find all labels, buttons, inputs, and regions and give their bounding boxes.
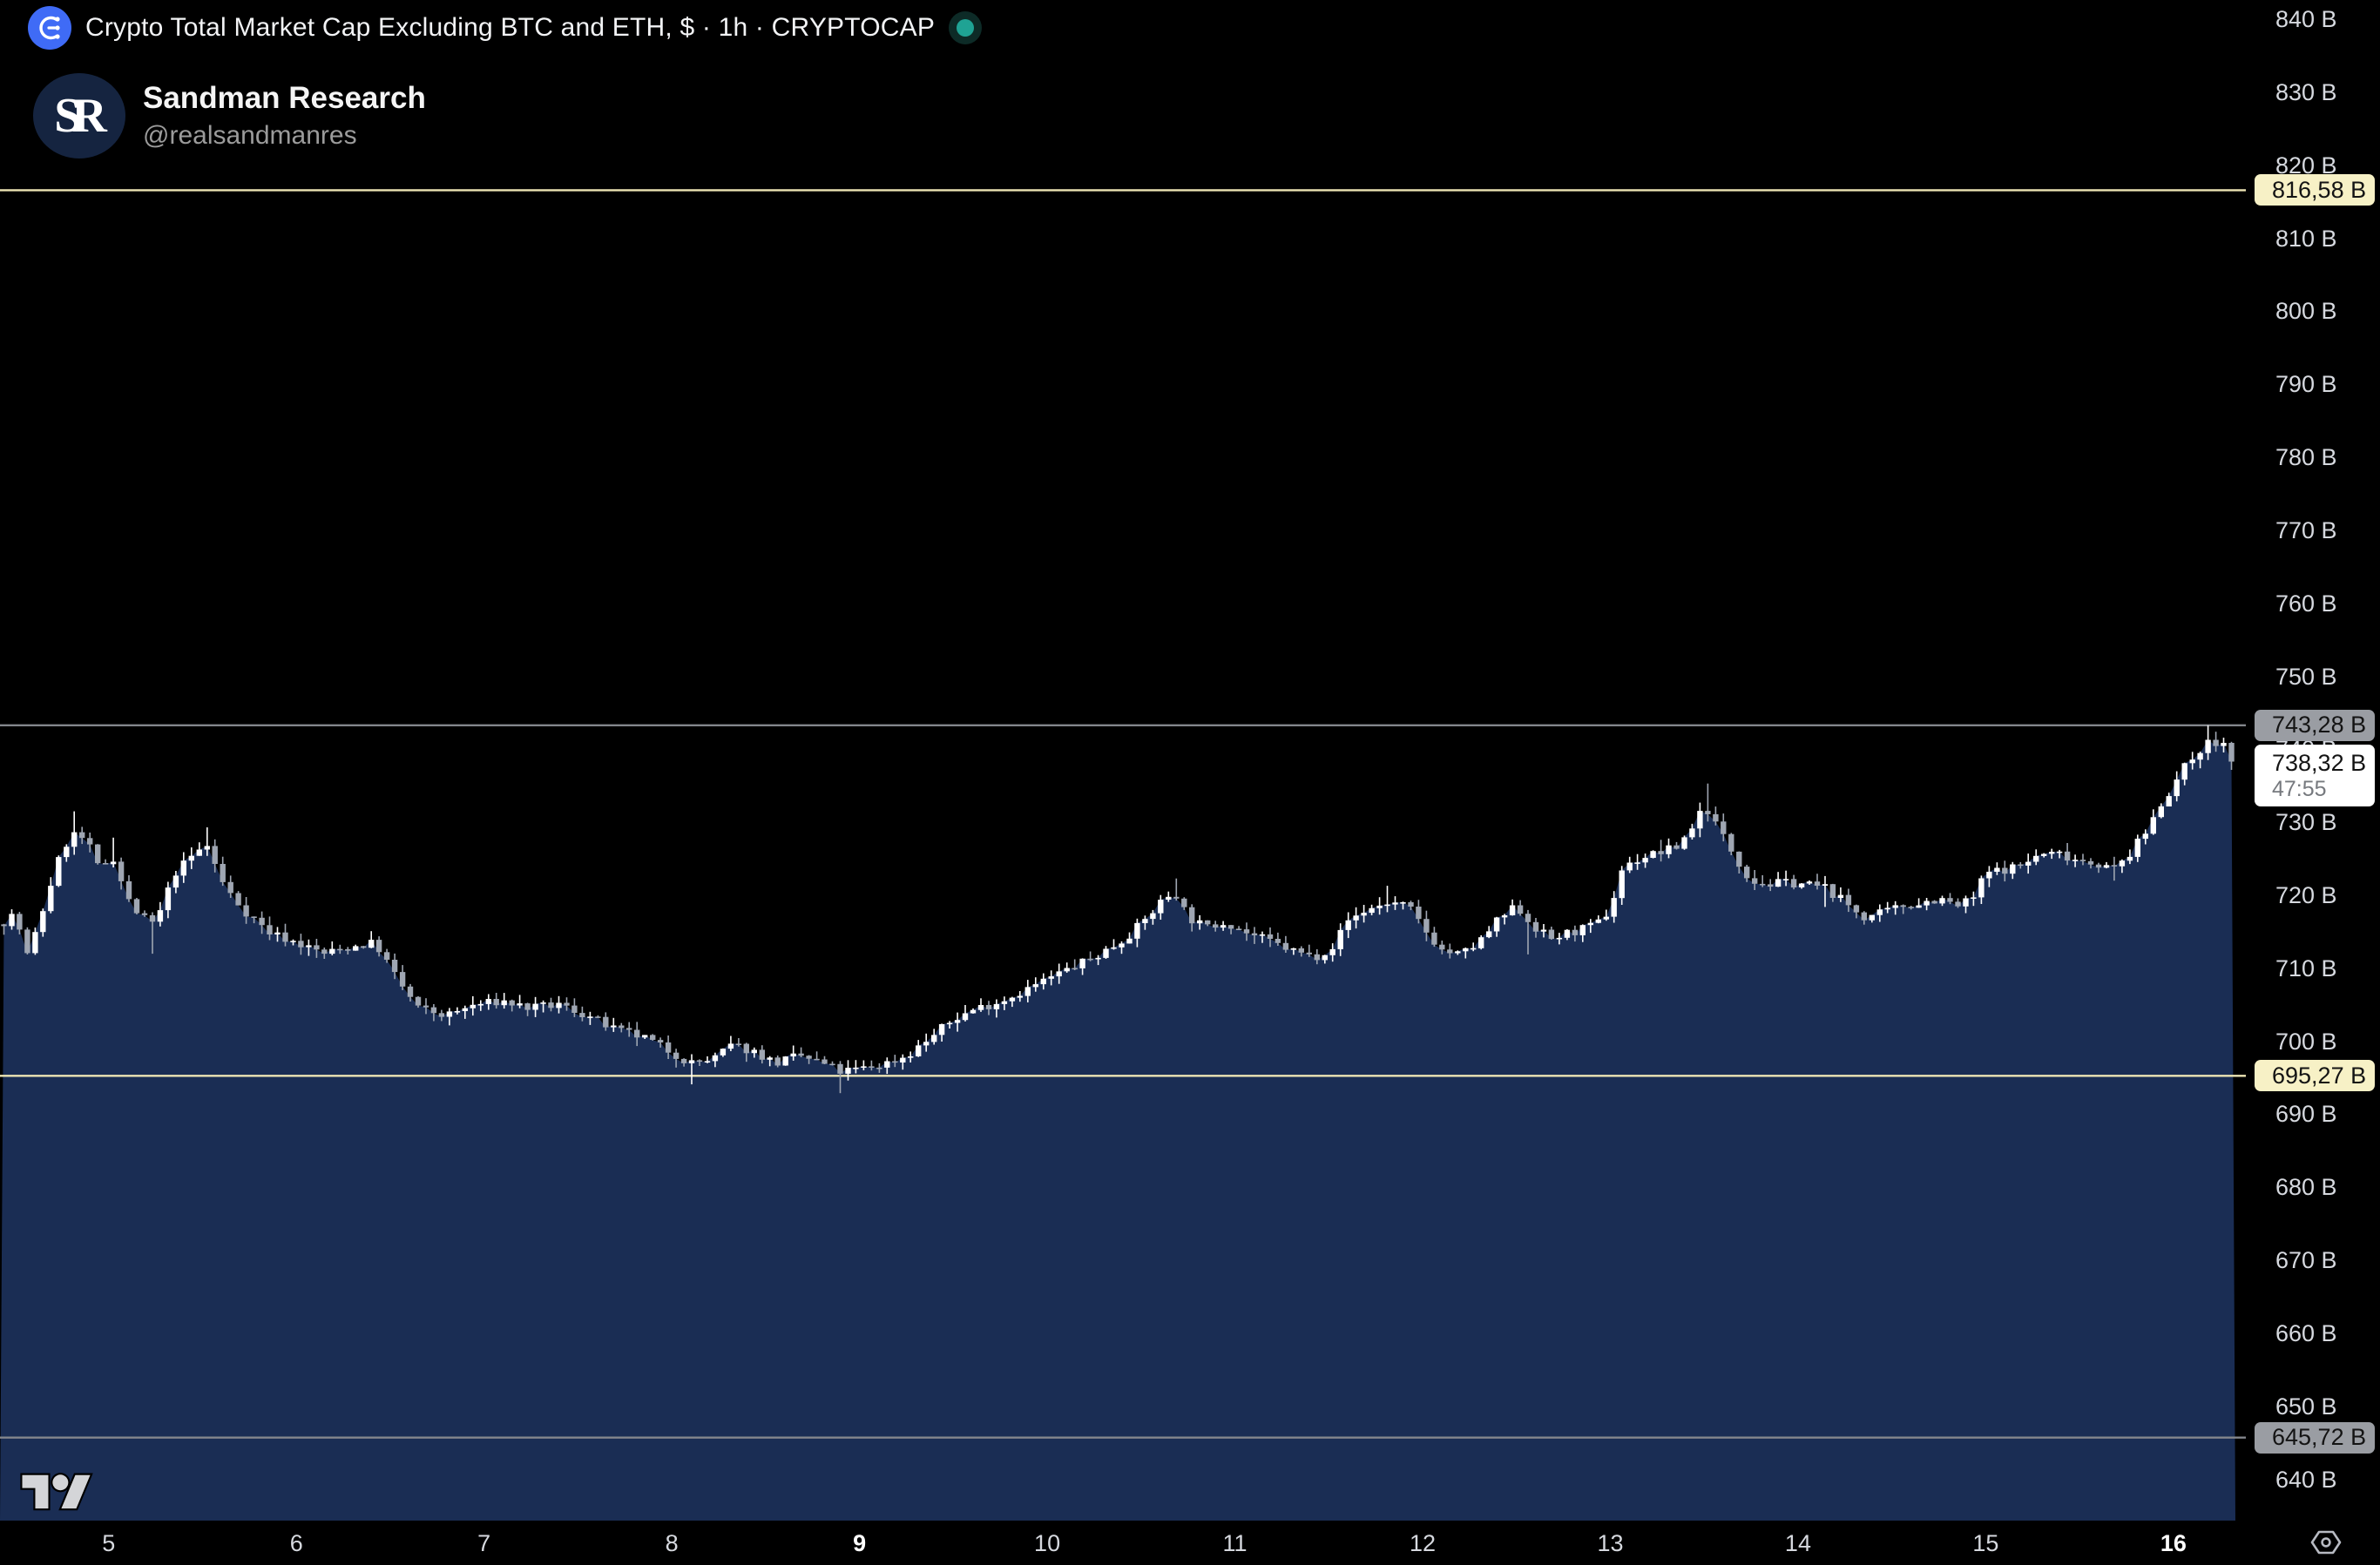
area-fill — [0, 739, 2235, 1521]
price-tick-640: 640 B — [2275, 1466, 2337, 1493]
price-tick-790: 790 B — [2275, 371, 2337, 398]
time-tick-14: 14 — [1784, 1530, 1811, 1556]
cryptocap-icon — [28, 6, 71, 50]
market-status-dot — [949, 11, 983, 44]
price-tick-670: 670 B — [2275, 1247, 2337, 1274]
time-tick-16: 16 — [2160, 1530, 2187, 1556]
brand-name: Sandman Research — [143, 80, 426, 115]
time-tick-10: 10 — [1034, 1530, 1061, 1556]
time-tick-12: 12 — [1409, 1530, 1437, 1556]
price-tick-770: 770 B — [2275, 516, 2337, 543]
settings-icon[interactable] — [2309, 1527, 2343, 1558]
tradingview-logo[interactable] — [17, 1466, 94, 1520]
price-tick-810: 810 B — [2275, 225, 2337, 252]
time-tick-7: 7 — [477, 1530, 491, 1556]
avatar-initials: SR — [54, 89, 107, 143]
high-level-label-743: 743,28 B — [2255, 709, 2375, 741]
price-tick-660: 660 B — [2275, 1319, 2337, 1346]
price-tick-750: 750 B — [2275, 663, 2337, 690]
symbol-title: Crypto Total Market Cap Excluding BTC an… — [85, 13, 936, 42]
time-tick-8: 8 — [665, 1530, 679, 1556]
alert-level-label-816: 816,58 B — [2255, 174, 2375, 206]
avatar: SR — [33, 73, 125, 159]
price-tick-830: 830 B — [2275, 78, 2337, 105]
time-tick-15: 15 — [1972, 1530, 1999, 1556]
price-tick-820: 820 B — [2275, 152, 2337, 179]
time-axis[interactable]: 5 6 7 8 9 10 11 12 13 14 15 16 — [0, 1521, 2380, 1565]
price-tick-680: 680 B — [2275, 1174, 2337, 1201]
bar-countdown: 47:55 — [2272, 776, 2327, 801]
time-tick-5: 5 — [102, 1530, 116, 1556]
time-tick-11: 11 — [1222, 1530, 1247, 1556]
last-price-label: 738,32 B 47:55 — [2255, 745, 2375, 806]
price-tick-780: 780 B — [2275, 444, 2337, 471]
watermark-brand: SR Sandman Research @realsandmanres — [33, 73, 426, 159]
brand-handle: @realsandmanres — [143, 121, 357, 151]
last-price-value: 738,32 B — [2272, 750, 2367, 777]
price-tick-650: 650 B — [2275, 1393, 2337, 1420]
chart-plot-area[interactable] — [0, 0, 2246, 1521]
time-tick-6: 6 — [289, 1530, 303, 1556]
price-tick-700: 700 B — [2275, 1028, 2337, 1055]
price-tick-840: 840 B — [2275, 6, 2337, 33]
price-tick-800: 800 B — [2275, 298, 2337, 325]
price-tick-690: 690 B — [2275, 1101, 2337, 1128]
price-tick-760: 760 B — [2275, 590, 2337, 617]
price-tick-730: 730 B — [2275, 809, 2337, 836]
low-level-label-645: 645,72 B — [2255, 1421, 2375, 1454]
price-axis[interactable]: 816,58 B 743,28 B 738,32 B 47:55 695,27 … — [2246, 0, 2380, 1521]
chart-legend: Crypto Total Market Cap Excluding BTC an… — [28, 5, 983, 51]
time-tick-13: 13 — [1597, 1530, 1624, 1556]
alert-level-label-695: 695,27 B — [2255, 1060, 2375, 1092]
time-tick-9: 9 — [853, 1530, 867, 1556]
price-tick-720: 720 B — [2275, 882, 2337, 908]
price-tick-710: 710 B — [2275, 955, 2337, 981]
